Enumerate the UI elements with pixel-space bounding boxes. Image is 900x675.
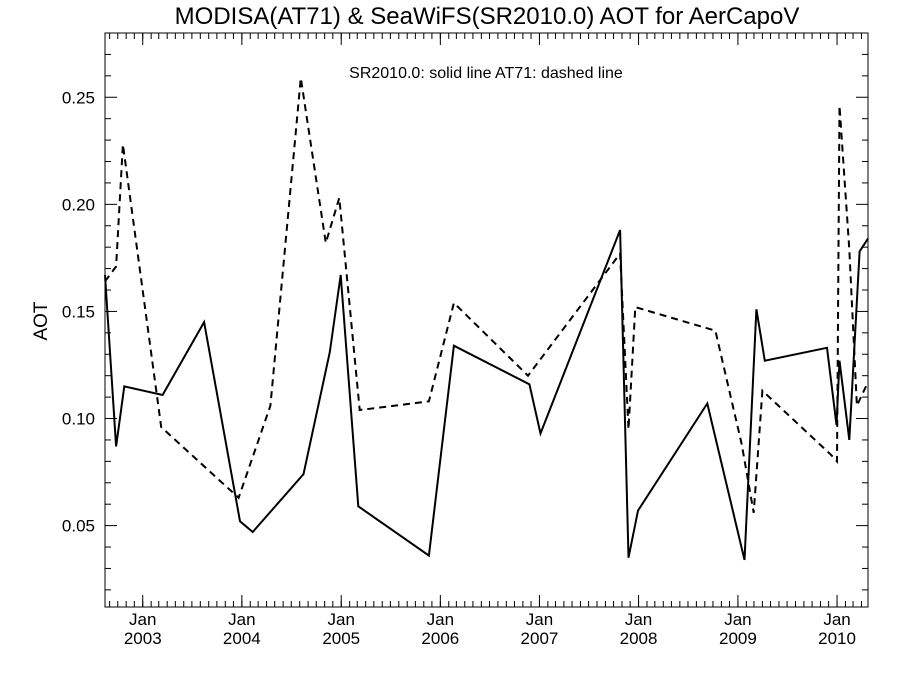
x-tick-year-label: 2009 bbox=[719, 629, 757, 648]
x-axis-ticks: Jan2003Jan2004Jan2005Jan2006Jan2007Jan20… bbox=[124, 33, 856, 648]
x-tick-month-label: Jan bbox=[526, 610, 553, 629]
x-tick-month-label: Jan bbox=[228, 610, 255, 629]
x-tick-month-label: Jan bbox=[328, 610, 355, 629]
x-tick-month-label: Jan bbox=[129, 610, 156, 629]
y-tick-label: 0.10 bbox=[62, 410, 95, 429]
y-tick-label: 0.05 bbox=[62, 517, 95, 536]
y-axis-label: AOT bbox=[31, 301, 52, 340]
series-line-at71 bbox=[104, 77, 869, 513]
x-tick-month-label: Jan bbox=[823, 610, 850, 629]
x-tick-year-label: 2007 bbox=[521, 629, 559, 648]
series-layer bbox=[104, 77, 869, 561]
x-tick-year-label: 2006 bbox=[421, 629, 459, 648]
y-tick-label: 0.20 bbox=[62, 195, 95, 214]
minor-ticks bbox=[105, 33, 868, 607]
series-line-sr2010-0 bbox=[104, 229, 869, 561]
plot-frame bbox=[104, 32, 869, 608]
x-tick-year-label: 2003 bbox=[124, 629, 162, 648]
x-tick-year-label: 2010 bbox=[818, 629, 856, 648]
legend-note: SR2010.0: solid line AT71: dashed line bbox=[349, 65, 623, 82]
x-tick-month-label: Jan bbox=[724, 610, 751, 629]
y-axis-ticks: 0.05 0.10 0.15 0.20 0.25 bbox=[62, 88, 868, 536]
y-tick-label: 0.25 bbox=[62, 88, 95, 107]
x-tick-month-label: Jan bbox=[625, 610, 652, 629]
x-tick-year-label: 2004 bbox=[223, 629, 261, 648]
y-tick-label: 0.15 bbox=[62, 302, 95, 321]
x-tick-month-label: Jan bbox=[427, 610, 454, 629]
x-tick-year-label: 2008 bbox=[620, 629, 658, 648]
chart-title: MODISA(AT71) & SeaWiFS(SR2010.0) AOT for… bbox=[175, 3, 800, 30]
x-tick-year-label: 2005 bbox=[322, 629, 360, 648]
